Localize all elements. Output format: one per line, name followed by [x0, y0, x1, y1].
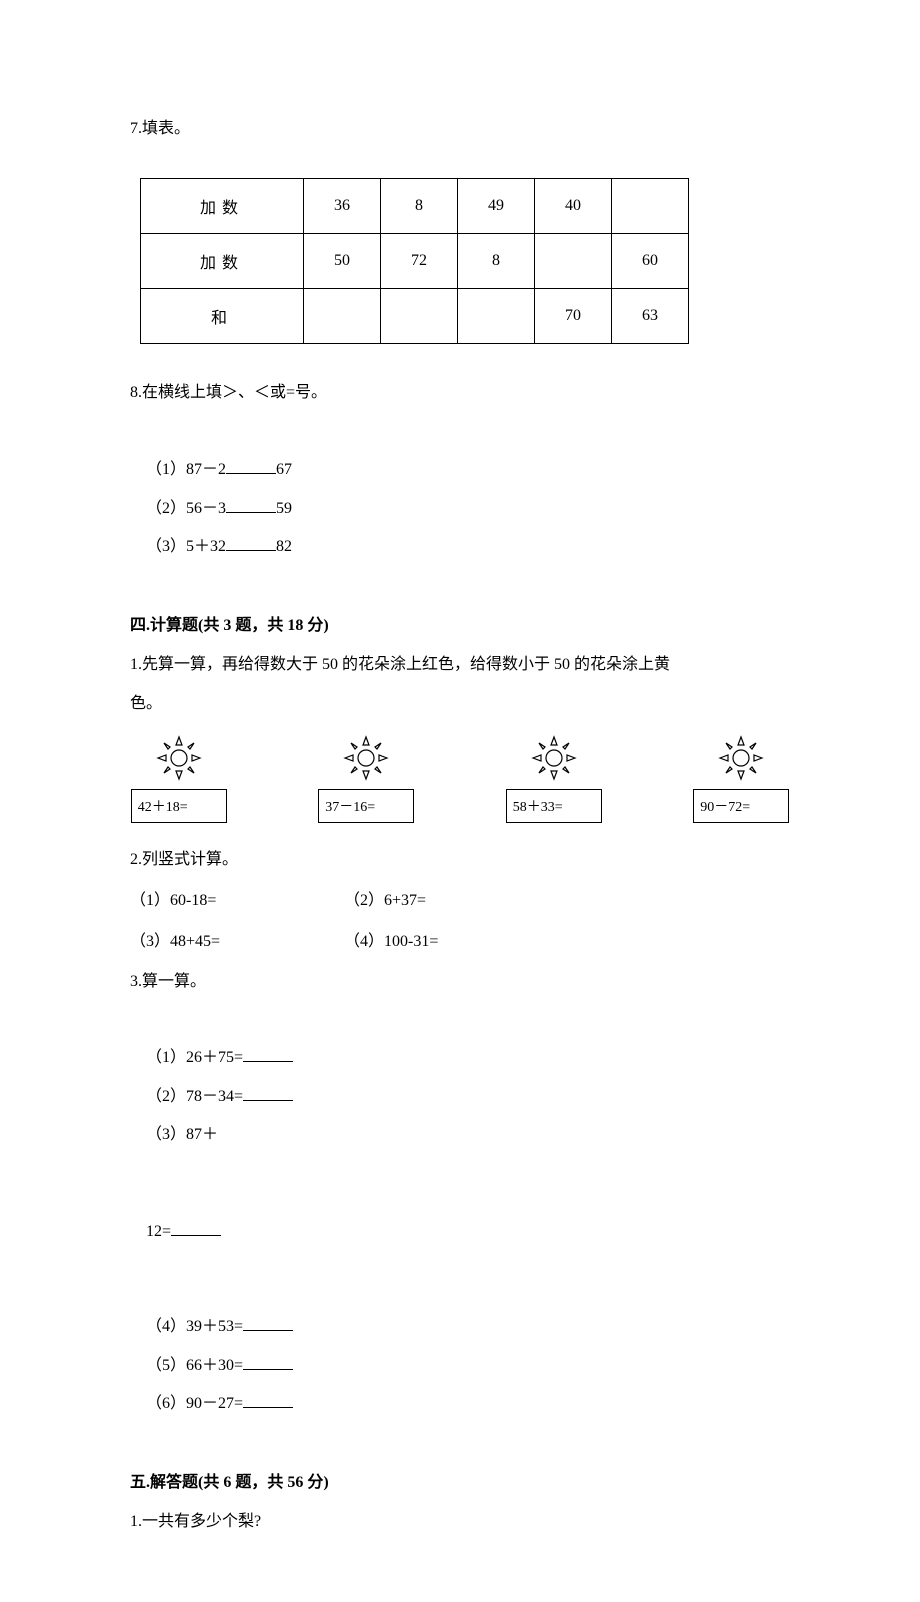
blank: [171, 1219, 221, 1236]
s4q3-row: （1）26＋75= （2）78－34= （3）87＋: [130, 1001, 790, 1193]
calc-text: （5）66＋30=: [146, 1357, 243, 1374]
q8-pre: （3）5＋32: [146, 538, 226, 555]
q8-label: 8.在横线上填＞、＜或=号。: [130, 374, 790, 412]
flower-item: 90－72=: [693, 733, 791, 823]
flower-expr: 90－72=: [693, 789, 789, 823]
table-cell: 40: [535, 179, 612, 234]
s4q3-row: （4）39＋53= （5）66＋30= （6）90－27=: [130, 1270, 790, 1462]
calc-item: （4）100-31=: [344, 921, 554, 963]
calc-item: （3）87＋: [146, 1116, 346, 1154]
addition-table: 加数 36 8 49 40 加数 50 72 8 60 和 70 63: [140, 178, 689, 344]
q8-item: （1）87－2 67: [146, 451, 346, 489]
q8-pre: （1）87－2: [146, 461, 226, 478]
table-cell: 63: [612, 289, 689, 344]
flower-item: 42＋18=: [130, 733, 228, 823]
table-cell: [304, 289, 381, 344]
sun-flower-icon: [529, 733, 579, 783]
calc-item: （4）39＋53=: [146, 1308, 346, 1346]
section-4-title: 四.计算题(共 3 题，共 18 分): [130, 605, 790, 647]
calc-item: （6）90－27=: [146, 1385, 346, 1423]
flower-expr: 37－16=: [318, 789, 414, 823]
table-cell: 60: [612, 234, 689, 289]
blank: [226, 457, 276, 474]
calc-item: 12=: [146, 1223, 221, 1240]
q8-pre: （2）56－3: [146, 500, 226, 517]
s4q3-row-cont: 12=: [130, 1193, 790, 1270]
q8-post: 82: [276, 538, 292, 555]
calc-text: 12=: [146, 1223, 171, 1240]
flower-item: 58＋33=: [505, 733, 603, 823]
q8-item: （2）56－3 59: [146, 490, 346, 528]
s4q2-label: 2.列竖式计算。: [130, 841, 790, 879]
calc-text: （4）39＋53=: [146, 1318, 243, 1335]
table-row: 加数 36 8 49 40: [141, 179, 689, 234]
table-cell: 8: [381, 179, 458, 234]
calc-item: （3）48+45=: [130, 921, 340, 963]
table-cell: 8: [458, 234, 535, 289]
s4q2-row: （1）60-18= （2）6+37=: [130, 880, 790, 922]
table-cell: [381, 289, 458, 344]
row-label: 加数: [141, 234, 304, 289]
calc-item: （1）26＋75=: [146, 1039, 346, 1077]
table-cell: 49: [458, 179, 535, 234]
calc-item: （2）6+37=: [344, 880, 554, 922]
row-label: 加数: [141, 179, 304, 234]
blank: [226, 534, 276, 551]
q8-post: 59: [276, 500, 292, 517]
sun-flower-icon: [341, 733, 391, 783]
sun-flower-icon: [154, 733, 204, 783]
table-cell: 70: [535, 289, 612, 344]
blank: [226, 496, 276, 513]
flower-expr: 42＋18=: [131, 789, 227, 823]
blank: [243, 1314, 293, 1331]
blank: [243, 1353, 293, 1370]
table-cell: [458, 289, 535, 344]
table-cell: 50: [304, 234, 381, 289]
q7-label: 7.填表。: [130, 110, 790, 148]
sun-flower-icon: [716, 733, 766, 783]
s5q1-label: 1.一共有多少个梨?: [130, 1503, 790, 1541]
table-cell: 36: [304, 179, 381, 234]
calc-item: （2）78－34=: [146, 1078, 346, 1116]
s4q1-label: 1.先算一算，再给得数大于 50 的花朵涂上红色，给得数小于 50 的花朵涂上黄: [130, 646, 790, 684]
flower-expr: 58＋33=: [506, 789, 602, 823]
row-label: 和: [141, 289, 304, 344]
s4q2-row: （3）48+45= （4）100-31=: [130, 921, 790, 963]
flower-item: 37－16=: [318, 733, 416, 823]
s4q1-label-2: 色。: [130, 685, 790, 723]
calc-item: （1）60-18=: [130, 880, 340, 922]
table-cell: 72: [381, 234, 458, 289]
q8-item: （3）5＋32 82: [146, 528, 346, 566]
flower-row: 42＋18= 37－16=: [130, 733, 790, 823]
blank: [243, 1045, 293, 1062]
calc-text: （2）78－34=: [146, 1088, 243, 1105]
calc-text: （1）26＋75=: [146, 1049, 243, 1066]
section-5-title: 五.解答题(共 6 题，共 56 分): [130, 1462, 790, 1504]
blank: [243, 1391, 293, 1408]
calc-item: （5）66＋30=: [146, 1347, 346, 1385]
calc-text: （6）90－27=: [146, 1395, 243, 1412]
q8-items: （1）87－2 67 （2）56－3 59 （3）5＋32 82: [130, 413, 790, 605]
s4q3-label: 3.算一算。: [130, 963, 790, 1001]
table-cell: [535, 234, 612, 289]
table-cell: [612, 179, 689, 234]
table-row: 和 70 63: [141, 289, 689, 344]
q8-post: 67: [276, 461, 292, 478]
calc-text: （3）87＋: [146, 1126, 218, 1143]
blank: [243, 1084, 293, 1101]
table-row: 加数 50 72 8 60: [141, 234, 689, 289]
